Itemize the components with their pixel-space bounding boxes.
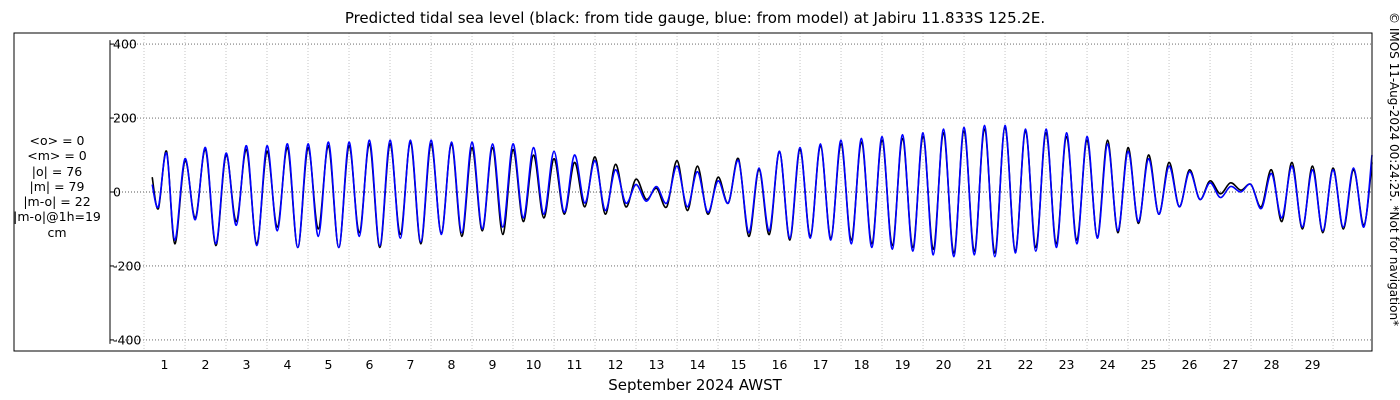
- stat-abs-diff: |m-o| = 22: [23, 194, 91, 210]
- y-tick-label: 400: [113, 37, 137, 52]
- credit-note: © IMOS 11-Aug-2024 00:24:25. *Not for na…: [1387, 10, 1400, 382]
- x-tick-label: 7: [407, 357, 415, 372]
- x-tick-label: 21: [977, 357, 993, 372]
- stat-abs-observed: |o| = 76: [31, 163, 83, 179]
- x-tick-label: 1: [161, 357, 169, 372]
- plot-frame: [13, 32, 1373, 352]
- stat-abs-diff-1h: |m-o|@1h=19: [13, 209, 101, 225]
- x-tick-label: 15: [731, 357, 747, 372]
- x-tick-label: 13: [649, 357, 665, 372]
- credit-text: © IMOS 11-Aug-2024 00:24:25. *Not for na…: [1387, 12, 1400, 327]
- x-tick-label: 24: [1100, 357, 1116, 372]
- stat-unit: cm: [47, 224, 67, 240]
- stat-mean-observed: <o> = 0: [29, 133, 85, 148]
- x-tick-label: 11: [567, 357, 583, 372]
- series-line-model: [151, 124, 1373, 258]
- x-tick-label: 19: [895, 357, 911, 372]
- stat-abs-model: |m| = 79: [29, 178, 85, 194]
- series-layer: [151, 124, 1373, 258]
- x-tick-label: 2: [202, 357, 210, 372]
- x-axis-label: September 2024 AWST: [608, 376, 782, 394]
- x-tick-label: 6: [366, 357, 374, 372]
- x-tick-label: 23: [1059, 357, 1075, 372]
- x-tick-label: 14: [690, 357, 706, 372]
- x-tick-label: 27: [1223, 357, 1239, 372]
- x-tick-label: 9: [489, 357, 497, 372]
- x-tick-label: 22: [1018, 357, 1034, 372]
- x-tick-label: 3: [243, 357, 251, 372]
- statistics-panel: <o> = 0 <m> = 0 |o| = 76 |m| = 79 |m-o| …: [4, 133, 110, 240]
- x-tick-label: 25: [1141, 357, 1157, 372]
- x-tick-label: 12: [608, 357, 624, 372]
- y-tick-label: 0: [113, 185, 121, 200]
- y-tick-label: -200: [113, 258, 141, 273]
- x-tick-label: 10: [526, 357, 542, 372]
- x-tick-label: 17: [813, 357, 829, 372]
- x-tick-label: 8: [448, 357, 456, 372]
- x-tick-label: 28: [1264, 357, 1280, 372]
- x-tick-label: 18: [854, 357, 870, 372]
- x-tick-label: 20: [936, 357, 952, 372]
- series-line-gauge: [151, 126, 1373, 254]
- x-tick-label: 4: [284, 357, 292, 372]
- chart-title: Predicted tidal sea level (black: from t…: [344, 9, 1046, 27]
- x-tick-label: 26: [1182, 357, 1198, 372]
- y-tick-label: 200: [113, 111, 137, 126]
- y-tick-label: -400: [113, 332, 141, 347]
- x-tick-label: 5: [325, 357, 333, 372]
- stat-mean-model: <m> = 0: [27, 148, 87, 164]
- x-tick-label: 29: [1305, 357, 1321, 372]
- grid: [110, 33, 1372, 351]
- x-tick-label: 16: [772, 357, 788, 372]
